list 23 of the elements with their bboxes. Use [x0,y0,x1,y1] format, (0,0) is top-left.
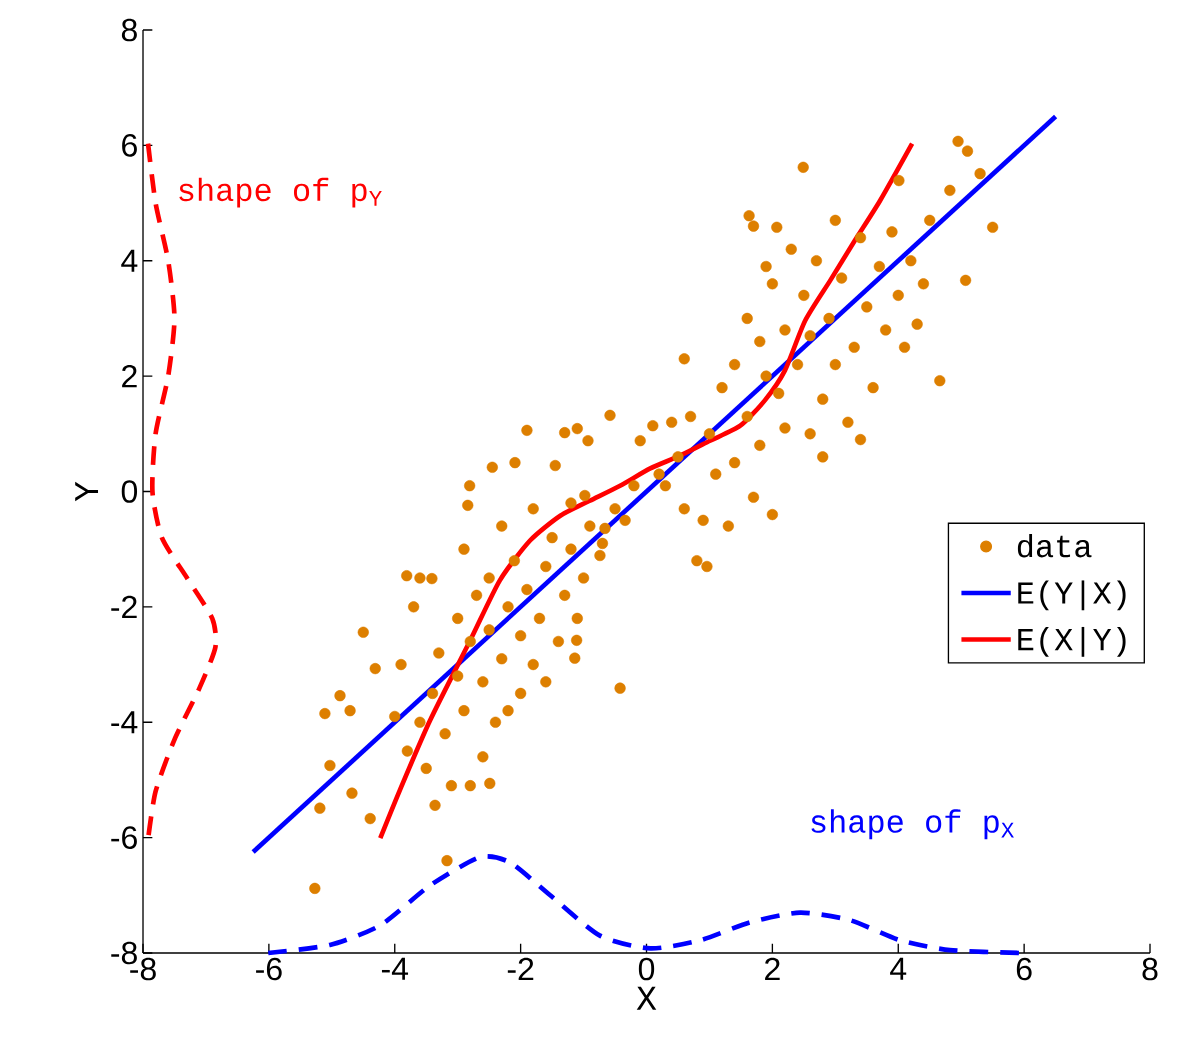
x-tick-label: -6 [256,957,282,981]
x-axis-title: X [636,986,657,1010]
y-tick-label: 8 [121,18,137,42]
text: shape of p$_{X}$ [811,809,1014,840]
series-label: shape of p$_{Y}$ [179,177,382,208]
x-tick-label: -4 [381,957,409,980]
x-tick-label: 0 [638,957,655,981]
legend-label: E(Y|X) [1018,580,1126,611]
x-tick-label: -2 [507,957,534,981]
y-tick-label: 6 [122,134,137,157]
y-tick-label: 4 [121,249,138,272]
y-axis-title: Y [75,481,99,502]
legend-label: E(X|Y) [1018,626,1126,657]
y-tick-label: 2 [122,364,137,388]
y-tick-label: -2 [111,595,137,619]
legend-label: data [1017,533,1092,558]
x-tick-label: 8 [1142,957,1158,981]
y-tick-label: 0 [121,480,138,503]
x-tick-label: 2 [765,957,780,981]
x-tick-label: 6 [1016,957,1032,981]
x-tick-label: 4 [890,957,907,980]
y-tick-label: -4 [111,711,138,734]
y-tick-label: -6 [111,826,137,849]
